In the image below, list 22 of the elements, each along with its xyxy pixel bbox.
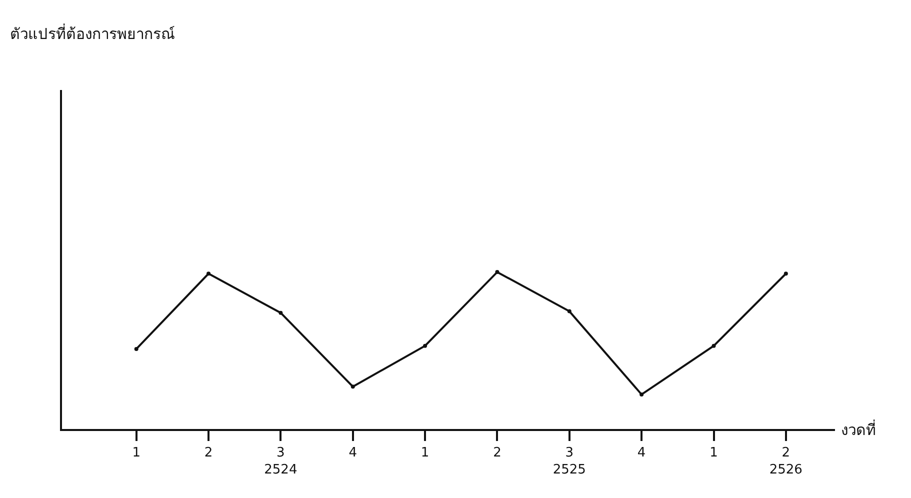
- point: [134, 346, 138, 351]
- point: [567, 309, 572, 314]
- point: [784, 272, 788, 276]
- point: [423, 344, 428, 348]
- x-axis-title: งวดที่: [841, 419, 876, 439]
- x-tick-label: 3 2524: [264, 446, 298, 478]
- point: [206, 272, 211, 276]
- x-tick-label: 4: [348, 446, 358, 461]
- point: [350, 384, 355, 389]
- point: [495, 270, 500, 274]
- x-tick-label: 2 2526: [769, 446, 802, 478]
- x-tick-label: 2: [204, 446, 213, 461]
- x-tick-label: 3 2525: [552, 446, 586, 478]
- x-tick-label: 2: [493, 446, 502, 461]
- x-tick-label: 1: [710, 446, 718, 461]
- text: ตัวแปรที่ต้องการพยากรณ์: [10, 23, 175, 43]
- point: [640, 392, 644, 396]
- point: [712, 344, 716, 348]
- x-tick-label: 4: [637, 446, 646, 461]
- point: [278, 310, 283, 315]
- x-tick-label: 1: [132, 446, 140, 461]
- x-tick-label: 1: [420, 446, 430, 461]
